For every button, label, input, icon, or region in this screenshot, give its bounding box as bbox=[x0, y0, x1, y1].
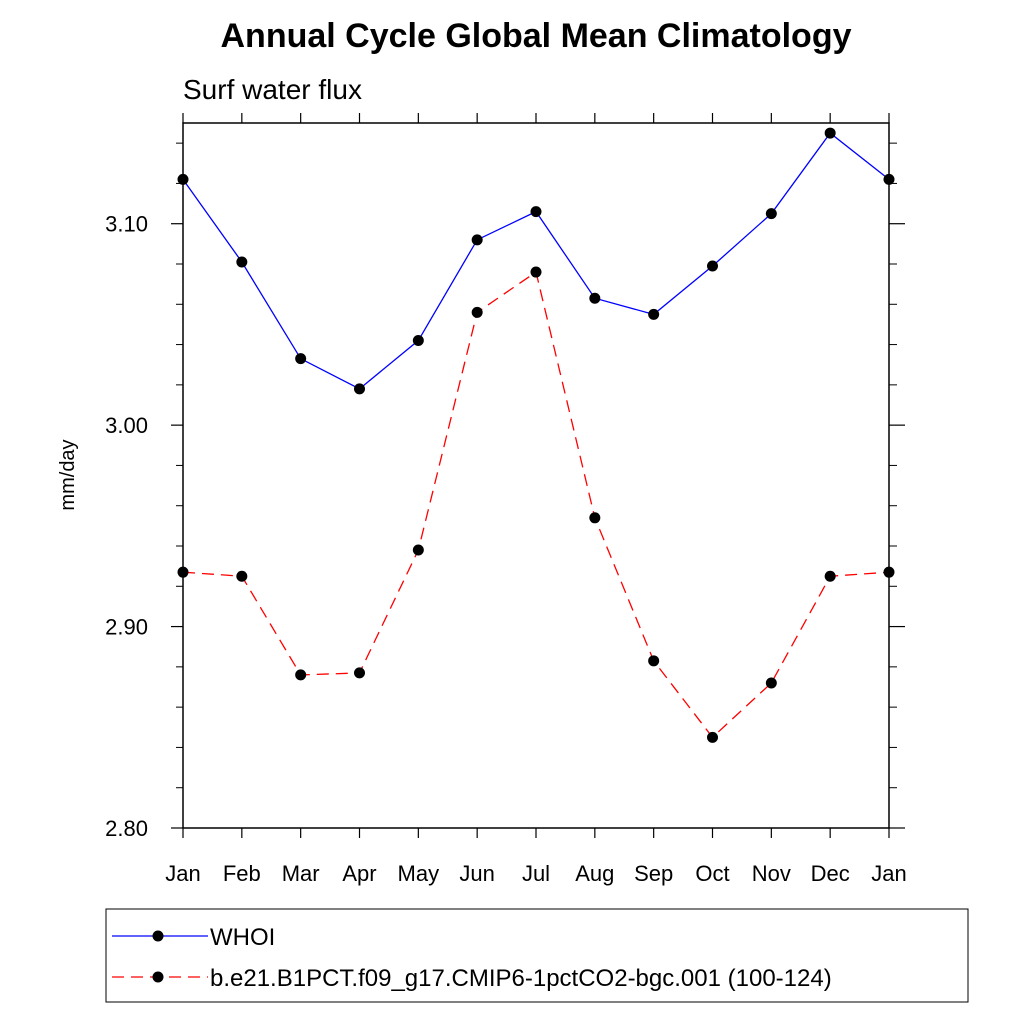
x-tick-label: Aug bbox=[575, 861, 614, 886]
y-tick-label: 3.00 bbox=[105, 413, 148, 438]
plot-area-frame bbox=[182, 122, 890, 829]
data-point bbox=[883, 173, 895, 185]
chart-subtitle: Surf water flux bbox=[183, 74, 362, 105]
legend-label-2: b.e21.B1PCT.f09_g17.CMIP6-1pctCO2-bgc.00… bbox=[210, 965, 832, 992]
x-tick-label: Jan bbox=[165, 861, 200, 886]
x-tick-label: Dec bbox=[811, 861, 850, 886]
series-layer bbox=[177, 127, 895, 743]
series-line-2 bbox=[182, 270, 890, 739]
axes: Jan Feb Mar Apr May Jun Jul Aug Sep Oct Nov Dec Jan 2… bbox=[105, 113, 907, 886]
x-tick-label: Oct bbox=[695, 861, 729, 886]
y-tick-label: 2.80 bbox=[105, 816, 148, 841]
data-point bbox=[648, 308, 660, 320]
x-tick-label: Apr bbox=[342, 861, 376, 886]
data-point bbox=[530, 266, 542, 278]
x-tick-label: Jun bbox=[459, 861, 494, 886]
x-tick-label: May bbox=[398, 861, 440, 886]
data-point bbox=[530, 206, 542, 218]
legend-label-1: WHOI bbox=[210, 924, 275, 951]
data-point bbox=[707, 731, 718, 743]
data-point bbox=[412, 544, 424, 556]
legend-box bbox=[105, 908, 969, 1003]
data-point bbox=[883, 566, 895, 578]
data-point bbox=[236, 256, 248, 268]
data-point bbox=[177, 173, 189, 185]
data-point bbox=[236, 570, 248, 582]
x-tick-label: Feb bbox=[223, 861, 261, 886]
x-tick-label: Jan bbox=[871, 861, 906, 886]
legend-marker-1 bbox=[152, 930, 164, 942]
data-point bbox=[824, 127, 836, 139]
data-point bbox=[589, 292, 601, 304]
x-tick-label: Jul bbox=[522, 861, 550, 886]
chart-title: Annual Cycle Global Mean Climatology bbox=[221, 17, 852, 55]
data-point bbox=[412, 335, 424, 347]
data-point bbox=[354, 667, 365, 679]
data-point bbox=[471, 234, 483, 246]
data-point bbox=[765, 677, 777, 689]
series-line-1 bbox=[182, 132, 890, 390]
x-tick-label: Mar bbox=[282, 861, 320, 886]
data-point bbox=[707, 260, 718, 272]
legend: WHOI b.e21.B1PCT.f09_g17.CMIP6-1pctCO2-bg… bbox=[112, 924, 832, 992]
data-point bbox=[765, 208, 777, 220]
data-point bbox=[295, 669, 307, 681]
data-point bbox=[589, 512, 601, 524]
data-point bbox=[295, 353, 307, 365]
data-point bbox=[824, 570, 836, 582]
x-tick-label: Sep bbox=[634, 861, 673, 886]
x-tick-label: Nov bbox=[752, 861, 791, 886]
legend-marker-2 bbox=[152, 971, 164, 983]
data-point bbox=[471, 306, 483, 318]
y-tick-label: 2.90 bbox=[105, 615, 148, 640]
data-point bbox=[354, 383, 365, 395]
data-point bbox=[648, 655, 660, 667]
y-axis-label: mm/day bbox=[57, 439, 79, 510]
y-tick-label: 3.10 bbox=[105, 212, 148, 237]
data-point bbox=[177, 566, 189, 578]
